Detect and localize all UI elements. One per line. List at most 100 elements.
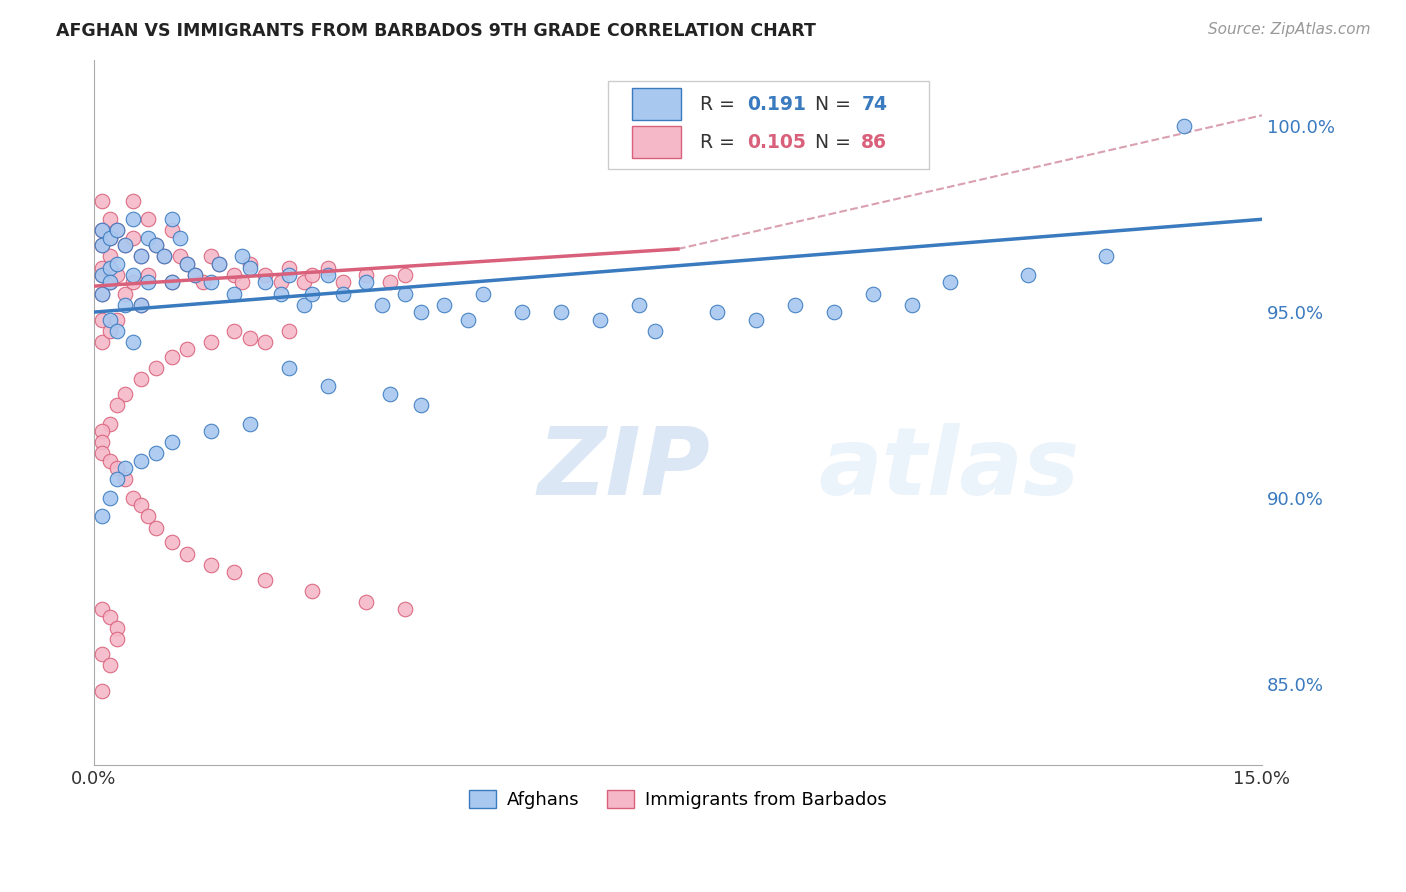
Point xyxy=(98,657,121,672)
Point xyxy=(706,305,728,319)
Point xyxy=(745,312,768,326)
Point xyxy=(1095,249,1118,263)
Point xyxy=(231,249,253,263)
Point xyxy=(301,286,323,301)
Point xyxy=(145,520,167,534)
Point xyxy=(160,435,183,450)
Point xyxy=(129,298,152,312)
Text: ZIP: ZIP xyxy=(537,423,710,515)
Point xyxy=(114,298,136,312)
Point xyxy=(98,212,121,227)
Point xyxy=(121,334,143,349)
Point xyxy=(90,424,112,438)
Point xyxy=(301,583,323,598)
Point xyxy=(98,609,121,624)
Point xyxy=(145,446,167,460)
Point xyxy=(207,257,229,271)
Point xyxy=(277,268,299,282)
Point xyxy=(378,276,401,290)
Text: N =: N = xyxy=(814,133,856,152)
Point xyxy=(332,276,354,290)
Point xyxy=(114,461,136,475)
Point xyxy=(129,453,152,467)
Point xyxy=(200,276,222,290)
Point xyxy=(184,268,207,282)
Point xyxy=(222,268,245,282)
Point xyxy=(105,461,128,475)
Point xyxy=(121,268,143,282)
Point xyxy=(277,260,299,275)
Point xyxy=(783,298,806,312)
FancyBboxPatch shape xyxy=(633,87,682,120)
Point xyxy=(823,305,845,319)
Point xyxy=(200,249,222,263)
Point xyxy=(169,231,191,245)
Point xyxy=(176,343,198,357)
Text: 0.191: 0.191 xyxy=(747,95,806,113)
Point xyxy=(153,249,176,263)
Point xyxy=(316,379,339,393)
Point xyxy=(138,231,160,245)
Point xyxy=(254,334,277,349)
Point xyxy=(90,312,112,326)
Point xyxy=(105,268,128,282)
Point xyxy=(114,286,136,301)
Point xyxy=(153,249,176,263)
Point xyxy=(378,387,401,401)
Point xyxy=(121,276,143,290)
Point xyxy=(105,223,128,237)
Point xyxy=(90,602,112,616)
Point xyxy=(121,231,143,245)
Point xyxy=(90,286,112,301)
Text: 86: 86 xyxy=(862,133,887,152)
Point xyxy=(114,472,136,486)
Text: R =: R = xyxy=(700,133,741,152)
Point xyxy=(105,621,128,635)
Point xyxy=(129,249,152,263)
Point xyxy=(114,238,136,252)
Point xyxy=(98,312,121,326)
Point xyxy=(90,260,112,275)
Point xyxy=(472,286,495,301)
FancyBboxPatch shape xyxy=(607,81,929,169)
Point xyxy=(98,231,121,245)
Point xyxy=(98,324,121,338)
Point xyxy=(301,268,323,282)
Point xyxy=(121,491,143,505)
Point xyxy=(207,257,229,271)
Point xyxy=(98,417,121,431)
Point xyxy=(98,231,121,245)
Point xyxy=(105,324,128,338)
Point xyxy=(90,647,112,661)
Point xyxy=(90,223,112,237)
Point xyxy=(409,398,432,412)
Point xyxy=(160,350,183,364)
Point xyxy=(1173,120,1195,134)
Point xyxy=(105,632,128,646)
Point xyxy=(90,194,112,208)
Point xyxy=(510,305,533,319)
Point xyxy=(98,260,121,275)
Point xyxy=(862,286,884,301)
Text: R =: R = xyxy=(700,95,741,113)
Point xyxy=(138,212,160,227)
Point xyxy=(145,360,167,375)
Point xyxy=(644,324,666,338)
Point xyxy=(627,298,650,312)
Point xyxy=(160,276,183,290)
Point xyxy=(200,558,222,572)
Point xyxy=(160,212,183,227)
Point xyxy=(184,268,207,282)
Point xyxy=(394,268,416,282)
Point xyxy=(121,212,143,227)
Point xyxy=(90,268,112,282)
Point xyxy=(356,595,378,609)
Point xyxy=(356,268,378,282)
Text: AFGHAN VS IMMIGRANTS FROM BARBADOS 9TH GRADE CORRELATION CHART: AFGHAN VS IMMIGRANTS FROM BARBADOS 9TH G… xyxy=(56,22,815,40)
Point xyxy=(129,372,152,386)
Point xyxy=(356,276,378,290)
Text: 74: 74 xyxy=(862,95,887,113)
Point xyxy=(114,387,136,401)
Point xyxy=(129,249,152,263)
Point xyxy=(129,498,152,512)
